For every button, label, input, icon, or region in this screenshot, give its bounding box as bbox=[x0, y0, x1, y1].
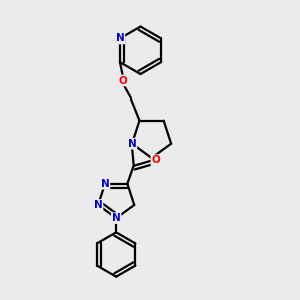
Text: N: N bbox=[116, 33, 124, 43]
Text: N: N bbox=[94, 200, 103, 210]
Text: O: O bbox=[119, 76, 128, 85]
Text: O: O bbox=[152, 155, 160, 165]
Text: N: N bbox=[128, 139, 136, 149]
Text: N: N bbox=[112, 213, 121, 223]
Text: N: N bbox=[100, 179, 109, 189]
